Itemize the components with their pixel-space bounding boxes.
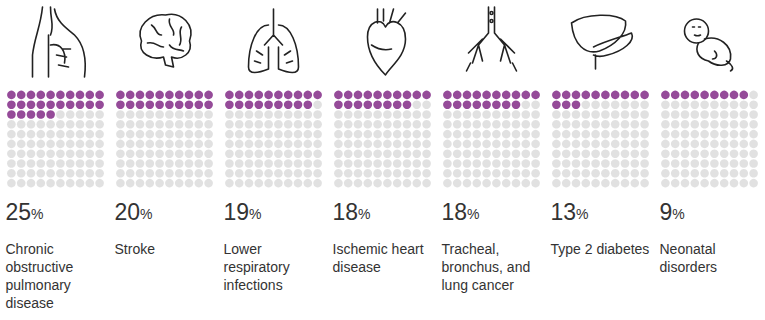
- svg-text:%: %: [576, 206, 588, 222]
- svg-text:Stroke: Stroke: [115, 241, 156, 257]
- svg-text:18: 18: [333, 199, 359, 225]
- svg-text:disorders: disorders: [660, 259, 718, 275]
- svg-text:Neonatal: Neonatal: [660, 241, 720, 257]
- svg-text:%: %: [467, 206, 479, 222]
- svg-text:respiratory: respiratory: [224, 259, 294, 275]
- svg-text:infections: infections: [224, 277, 283, 293]
- svg-text:Chronic: Chronic: [6, 241, 58, 257]
- svg-text:Lower: Lower: [224, 241, 266, 257]
- svg-text:%: %: [140, 206, 152, 222]
- svg-text:pulmonary: pulmonary: [6, 277, 75, 293]
- svg-text:19: 19: [224, 199, 250, 225]
- svg-text:bronchus, and: bronchus, and: [442, 259, 535, 275]
- svg-text:20: 20: [115, 199, 141, 225]
- svg-text:obstructive: obstructive: [6, 259, 78, 275]
- svg-text:18: 18: [442, 199, 468, 225]
- svg-text:Type 2 diabetes: Type 2 diabetes: [551, 241, 650, 257]
- svg-text:%: %: [358, 206, 370, 222]
- svg-text:disease: disease: [333, 259, 381, 275]
- svg-text:%: %: [249, 206, 261, 222]
- svg-text:%: %: [31, 206, 43, 222]
- svg-text:13: 13: [551, 199, 577, 225]
- svg-text:25: 25: [6, 199, 32, 225]
- svg-text:lung cancer: lung cancer: [442, 277, 515, 293]
- svg-text:9: 9: [660, 199, 673, 225]
- svg-text:disease: disease: [6, 295, 54, 311]
- svg-text:%: %: [672, 206, 684, 222]
- svg-text:Ischemic heart: Ischemic heart: [333, 241, 428, 257]
- svg-text:Tracheal,: Tracheal,: [442, 241, 504, 257]
